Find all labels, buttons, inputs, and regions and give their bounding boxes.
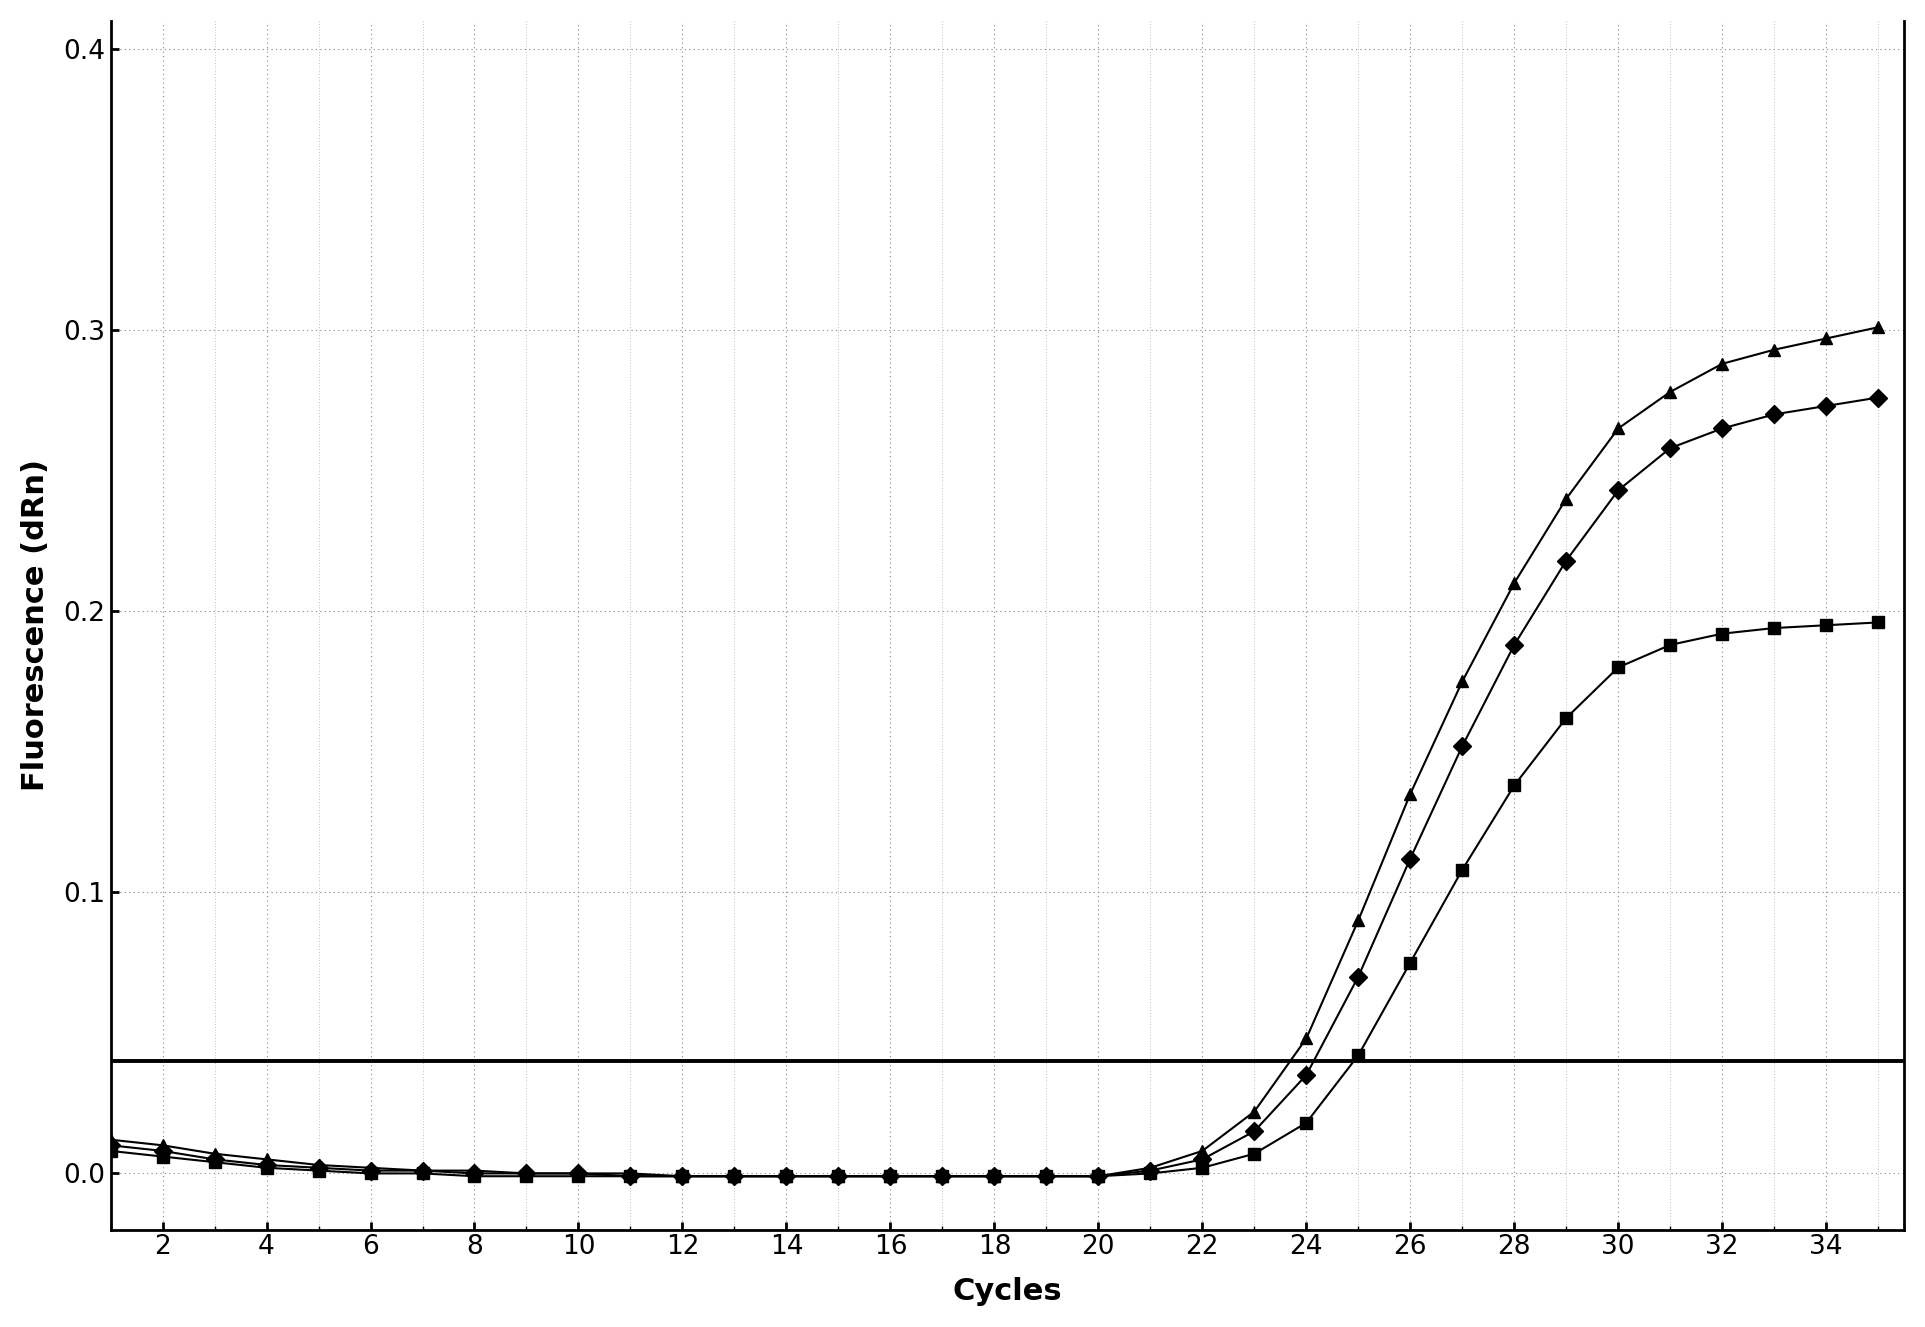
X-axis label: Cycles: Cycles [953,1277,1063,1306]
Y-axis label: Fluorescence (dRn): Fluorescence (dRn) [21,459,50,791]
